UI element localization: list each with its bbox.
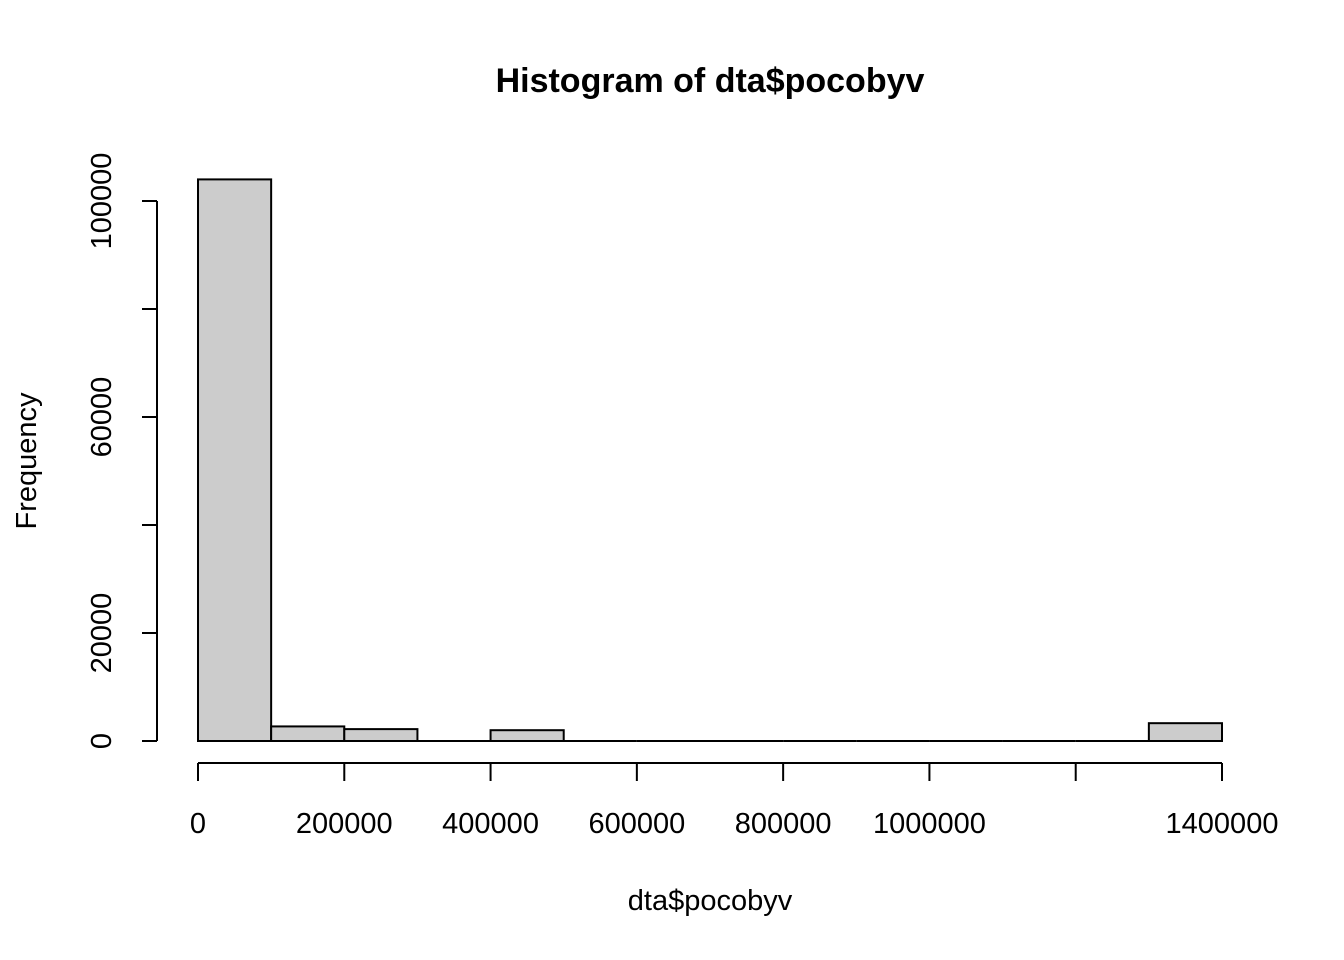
x-axis-title: dta$pocobyv bbox=[628, 885, 793, 917]
x-tick-label-1: 200000 bbox=[296, 808, 393, 840]
y-axis: 0 20000 60000 100000 bbox=[86, 153, 158, 749]
chart-title: Histogram of dta$pocobyv bbox=[496, 62, 925, 100]
y-tick-label-1: 20000 bbox=[86, 593, 118, 674]
histogram-bar-13 bbox=[1147, 722, 1224, 742]
x-tick-label-0: 0 bbox=[190, 808, 206, 840]
y-tick-label-3: 60000 bbox=[86, 377, 118, 458]
y-tick-label-5: 100000 bbox=[86, 153, 118, 250]
histogram-bar-2 bbox=[343, 728, 419, 742]
x-axis: 0 200000 400000 600000 800000 1000000 1400000 bbox=[190, 762, 1279, 840]
x-tick-label-2: 400000 bbox=[442, 808, 539, 840]
y-axis-title: Frequency bbox=[11, 392, 43, 530]
histogram-bar-4 bbox=[489, 729, 565, 743]
x-tick-label-4: 800000 bbox=[735, 808, 832, 840]
x-tick-label-5: 1000000 bbox=[873, 808, 986, 840]
x-tick-label-3: 600000 bbox=[588, 808, 685, 840]
histogram-bars bbox=[197, 178, 1224, 743]
x-tick-label-7: 1400000 bbox=[1166, 808, 1279, 840]
histogram-bar-1 bbox=[270, 725, 346, 742]
y-tick-label-0: 0 bbox=[86, 733, 118, 749]
histogram-bar-0 bbox=[197, 178, 273, 742]
